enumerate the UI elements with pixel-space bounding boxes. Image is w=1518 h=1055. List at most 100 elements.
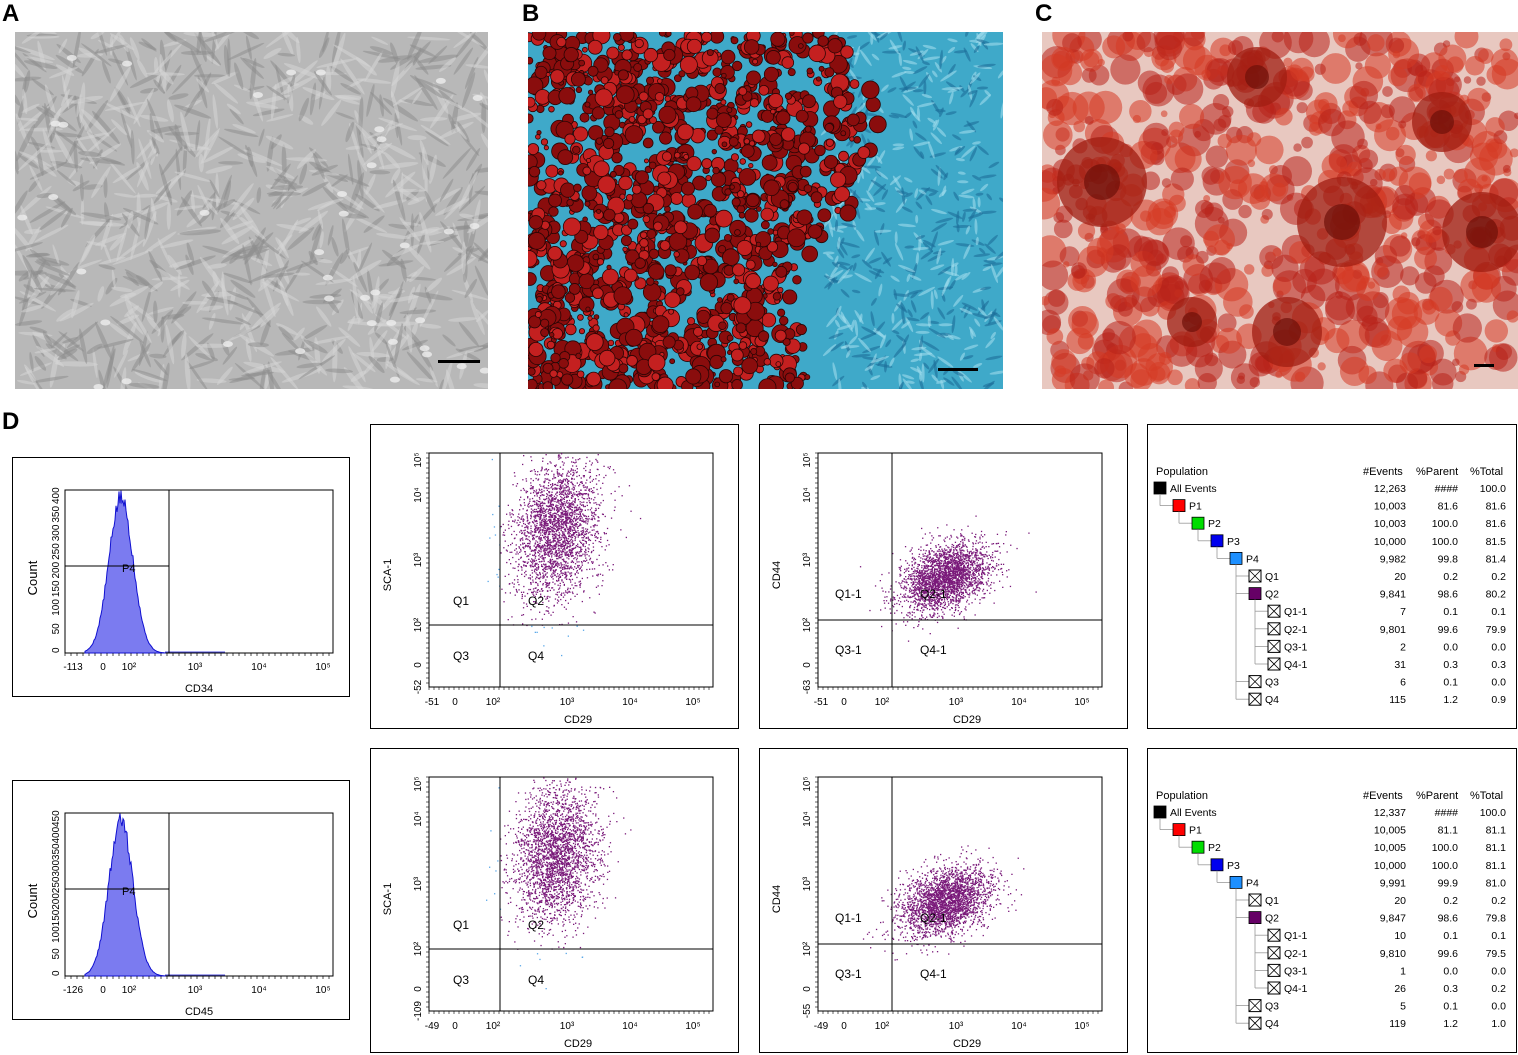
quadrant-label: Q4-1 [920,967,947,981]
quadrant-label: Q4 [528,973,544,987]
total-value: 81.6 [1486,518,1507,530]
total-value: 0.3 [1491,659,1506,671]
total-value: 0.0 [1491,677,1506,689]
population-name: Q4-1 [1284,659,1308,671]
y-tick-label: 10² [802,617,813,632]
population-name: All Events [1170,807,1217,819]
plot-frame [428,452,714,688]
gate-swatch [1191,840,1205,854]
x-tick-label: 0 [841,697,847,708]
table-row: P4 9,982 99.8 81.4 [1217,552,1506,565]
gate-label: P4 [122,563,135,575]
table-header: Population #Events %Parent %Total [1156,466,1503,478]
events-value: 119 [1389,1018,1406,1030]
table-row: P2 10,003 100.0 81.6 [1179,516,1507,530]
x-tick-label: 10³ [949,697,964,708]
table-row: All Events 12,263 #### 100.0 [1153,481,1506,495]
plot-frame [817,452,1103,688]
x-tick-label: 10⁵ [315,985,330,996]
x-tick-label: 10⁵ [685,697,700,708]
x-tick-label: 10⁵ [1074,1021,1089,1032]
x-tick-label: 0 [841,1021,847,1032]
total-value: 0.0 [1491,1001,1506,1013]
y-tick-label: 0 [413,986,424,992]
x-tick-label: 0 [452,697,458,708]
x-axis-label: CD34 [185,683,213,695]
parent-value: 0.0 [1443,965,1458,977]
total-value: 0.0 [1491,965,1506,977]
x-axis-label: CD29 [564,1038,592,1050]
histogram-cd45: P4 0 50 100 150 200 250 300 350 400 450 Count -126 0 1… [12,780,350,1020]
table-row: Q3 6 0.1 0.0 [1236,675,1506,689]
total-value: 81.5 [1486,536,1507,548]
y-axis-label: Count [25,560,40,595]
total-value: 81.6 [1486,501,1507,513]
x-tick-labels: -49 0 10² 10³ 10⁴ 10⁵ [425,1011,710,1032]
events-value: 9,810 [1380,948,1406,960]
table-row: Q4-1 31 0.3 0.3 [1255,657,1506,671]
y-tick-label: -55 [802,1003,813,1018]
total-value: 81.1 [1486,825,1507,837]
panel-label-d: D [2,408,20,435]
x-tick-label: -49 [425,1021,440,1032]
x-tick-label: 10⁴ [622,697,637,708]
y-tick-label: 250 [51,876,62,893]
table-row: Q2-1 9,801 99.6 79.9 [1255,622,1506,636]
y-tick-label: 350 [51,843,62,860]
table-row: P1 10,003 81.6 81.6 [1160,499,1507,513]
events-value: 10,003 [1374,501,1406,513]
x-tick-label: 10⁵ [685,1021,700,1032]
total-value: 0.2 [1491,895,1506,907]
x-tick-label: 10³ [949,1021,964,1032]
quadrant-label: Q2 [528,918,544,932]
y-tick-label: 400 [51,487,62,504]
y-tick-label: 150 [51,909,62,926]
y-tick-label: 10⁵ [802,452,813,467]
parent-value: #### [1435,807,1459,819]
gate-swatch [1229,552,1243,565]
population-name: Q1 [1265,571,1279,583]
histogram-peak [84,813,225,977]
y-tick-label: 10⁴ [802,487,813,502]
y-tick-label: 450 [51,810,62,827]
scatter-cd44-cd29-top: Q1-1 Q2-1 Q3-1 Q4-1 -51 0 10² 10³ 10⁴ 10⁵ CD29 -63 0… [759,424,1128,729]
population-name: P2 [1208,518,1221,530]
quadrant-label: Q2-1 [920,911,947,925]
population-name: Q1-1 [1284,606,1308,618]
x-tick-label: -126 [63,985,83,996]
quadrant-label: Q4-1 [920,643,947,657]
table-row: Q4-1 26 0.3 0.2 [1255,981,1506,995]
table-row: Q4 115 1.2 0.9 [1236,692,1506,706]
events-value: 9,991 [1380,877,1406,889]
y-tick-label: 300 [51,524,62,541]
y-axis-label: CD44 [771,885,783,913]
events-value: 1 [1400,965,1406,977]
plot-frame [428,776,714,1012]
events-value: 10,003 [1374,518,1406,530]
column-header: Population [1156,466,1208,478]
x-tick-label: 10⁴ [622,1021,637,1032]
y-tick-label: 300 [51,860,62,877]
y-tick-label: -109 [413,1001,424,1021]
events-value: 20 [1394,571,1406,583]
events-value: 10,005 [1374,825,1406,837]
y-tick-label: 350 [51,506,62,523]
table-row: Q3-1 2 0.0 0.0 [1255,639,1506,653]
population-name: P3 [1227,536,1240,548]
population-name: P3 [1227,860,1240,872]
table-row: P3 10,000 100.0 81.1 [1198,858,1506,872]
y-tick-label: 10⁵ [413,776,424,791]
table-row: Q3-1 1 0.0 0.0 [1255,963,1506,977]
column-header: Population [1156,790,1208,802]
y-tick-label: 400 [51,826,62,843]
total-value: 0.2 [1491,983,1506,995]
x-tick-label: -113 [63,662,83,673]
scatter-sca1-cd29-bottom: Q1 Q2 Q3 Q4 -49 0 10² 10³ 10⁴ 10⁵ CD29 -109 0 10² 10³ 1… [370,748,739,1053]
parent-value: 0.3 [1443,983,1458,995]
x-tick-labels: -49 0 10² 10³ 10⁴ 10⁵ [814,1011,1099,1032]
parent-value: 0.2 [1443,571,1458,583]
parent-value: 0.1 [1443,606,1458,618]
panel-label-b: B [522,0,540,27]
parent-value: 0.1 [1443,677,1458,689]
